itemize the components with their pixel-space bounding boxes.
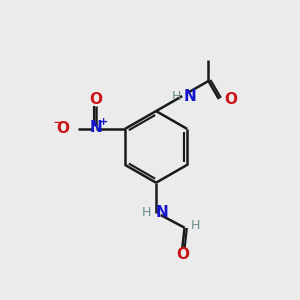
Text: +: + xyxy=(98,117,108,127)
Text: H: H xyxy=(191,219,200,232)
Text: N: N xyxy=(184,88,197,104)
Text: O: O xyxy=(224,92,237,106)
Text: O: O xyxy=(56,122,69,136)
Text: O: O xyxy=(176,248,189,262)
Text: O: O xyxy=(90,92,103,107)
Text: H: H xyxy=(172,90,181,103)
Text: −: − xyxy=(52,115,65,130)
Text: H: H xyxy=(142,206,151,219)
Text: N: N xyxy=(90,120,103,135)
Text: N: N xyxy=(156,205,169,220)
